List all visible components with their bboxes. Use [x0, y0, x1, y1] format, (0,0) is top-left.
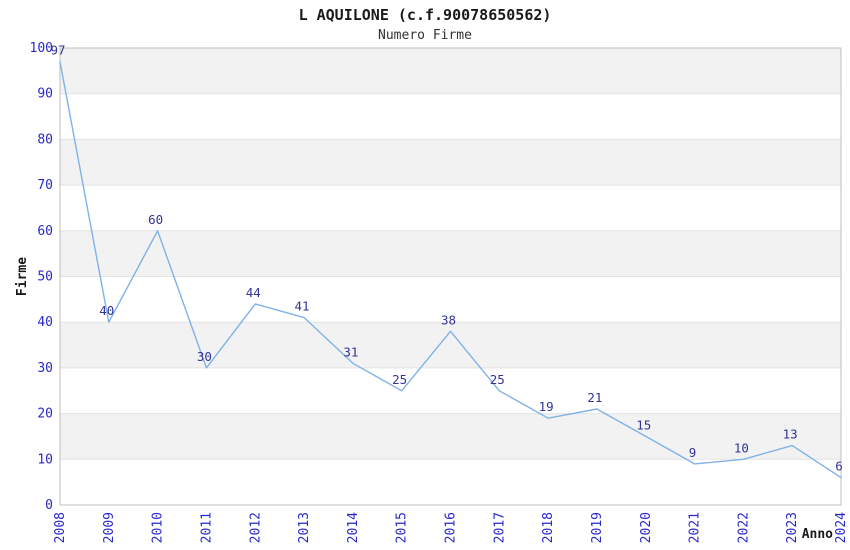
x-tick-label: 2023	[785, 512, 800, 543]
y-tick-label: 70	[37, 178, 53, 193]
x-axis-title: Anno	[802, 527, 833, 542]
data-label: 38	[441, 312, 456, 327]
x-tick-label: 2017	[492, 512, 507, 543]
data-label: 25	[392, 372, 407, 387]
data-label: 97	[50, 43, 65, 58]
data-label: 21	[587, 390, 602, 405]
data-label: 13	[783, 427, 798, 442]
x-tick-label: 2020	[639, 512, 654, 543]
y-axis-title: Firme	[15, 257, 30, 296]
y-tick-label: 40	[37, 315, 53, 330]
data-label: 10	[734, 440, 749, 455]
data-label: 41	[295, 299, 310, 314]
data-label: 60	[148, 212, 163, 227]
x-tick-label: 2008	[53, 512, 68, 543]
data-label: 44	[246, 285, 261, 300]
x-tick-label: 2010	[151, 512, 166, 543]
data-label: 40	[99, 303, 114, 318]
x-tick-label: 2011	[199, 512, 214, 543]
x-tick-label: 2014	[346, 512, 361, 543]
x-tick-label: 2022	[736, 512, 751, 543]
y-tick-label: 100	[30, 41, 53, 56]
x-tick-label: 2012	[248, 512, 263, 543]
x-tick-label: 2009	[102, 512, 117, 543]
y-tick-label: 20	[37, 407, 53, 422]
x-tick-label: 2013	[297, 512, 312, 543]
data-label: 9	[689, 445, 697, 460]
data-label: 31	[343, 344, 358, 359]
y-tick-label: 10	[37, 452, 53, 467]
x-tick-label: 2024	[834, 512, 849, 543]
data-labels: 97 40 60 30 44 41 31 25 38 25 19 21 15 9 10 13 6	[50, 43, 842, 474]
data-label: 25	[490, 372, 505, 387]
y-tick-label: 60	[37, 224, 53, 239]
x-tick-label: 2016	[444, 512, 459, 543]
y-tick-label: 30	[37, 361, 53, 376]
data-label: 19	[539, 399, 554, 414]
x-tick-label: 2019	[590, 512, 605, 543]
y-tick-label: 80	[37, 132, 53, 147]
x-tick-label: 2015	[395, 512, 410, 543]
y-tick-label: 90	[37, 87, 53, 102]
data-label: 15	[636, 417, 651, 432]
y-tick-label: 0	[45, 498, 53, 513]
data-label: 6	[835, 459, 843, 474]
series-line	[59, 61, 842, 479]
svg-text:Anno: Anno	[802, 527, 833, 542]
plot-bands	[60, 48, 841, 505]
svg-text:Firme: Firme	[15, 257, 30, 296]
plot-border	[59, 47, 842, 506]
x-tick-label: 2018	[541, 512, 556, 543]
x-tick-labels: 2008 2009 2010 2011 2012 2013 2014 2015 2016 2017…	[53, 512, 849, 543]
chart-subtitle: Numero Firme	[378, 28, 472, 43]
x-tick-label: 2021	[688, 512, 703, 543]
data-label: 30	[197, 349, 212, 364]
y-tick-label: 50	[37, 270, 53, 285]
y-tick-labels: 0 10 20 30 40 50 60 70 80 90 100	[30, 41, 53, 513]
chart-title: L AQUILONE (c.f.90078650562)	[298, 6, 552, 24]
